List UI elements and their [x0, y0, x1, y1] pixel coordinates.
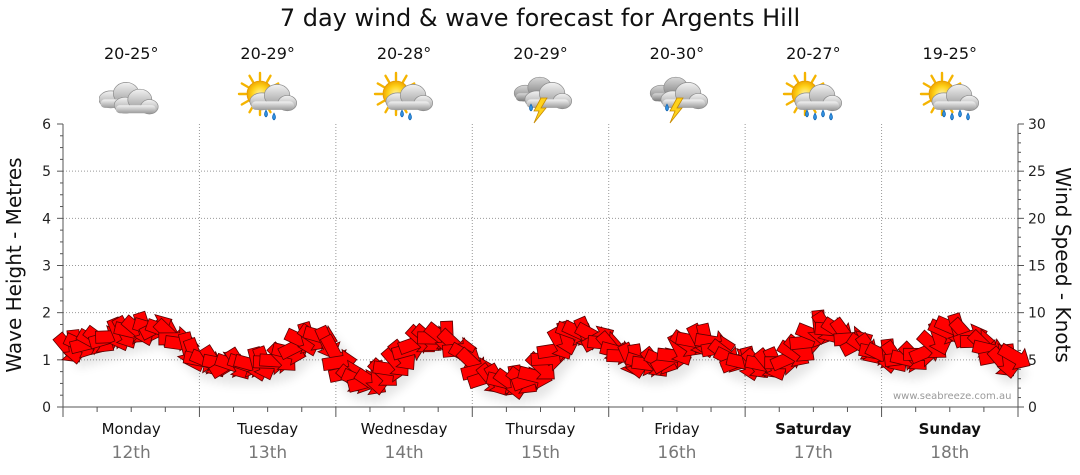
sun-cloud-rain-icon [236, 68, 300, 124]
chart-title: 7 day wind & wave forecast for Argents H… [279, 4, 801, 32]
sun-cloud-heavy-rain-icon [781, 68, 845, 124]
thunderstorm-icon [509, 68, 573, 124]
day-date: 13th [248, 443, 288, 463]
day-name: Tuesday [237, 420, 299, 438]
temperature-range: 20-29° [240, 44, 295, 63]
credit-text: www.seabreeze.com.au [893, 391, 1012, 402]
axes: 0 1 2 3 4 5 6 0 5 10 15 20 25 30 [42, 117, 1046, 417]
y-tick-label-left: 3 [42, 259, 51, 275]
temperature-range: 19-25° [922, 44, 978, 63]
day-date: 14th [384, 443, 424, 463]
y-tick-label-right: 25 [1028, 164, 1046, 180]
y-tick-label-left: 6 [42, 117, 51, 133]
temperature-range: 20-30° [649, 44, 705, 63]
wind-arrow [997, 342, 1031, 370]
sun-cloud-rain-icon [372, 68, 436, 124]
grid [63, 124, 1018, 407]
y-axis-right-label: Wind Speed - Knots [1051, 167, 1075, 363]
thunderstorm-icon [645, 68, 709, 124]
y-tick-label-right: 5 [1028, 353, 1037, 369]
y-tick-label-left: 5 [42, 164, 51, 180]
day-name: Wednesday [360, 420, 448, 438]
day-date: 18th [930, 443, 970, 463]
y-tick-label-right: 10 [1028, 306, 1046, 322]
day-date: 12th [111, 443, 151, 463]
cloudy-icon [98, 68, 163, 124]
day-name: Friday [654, 420, 700, 438]
temperature-range: 20-28° [376, 44, 432, 63]
temperature-range: 20-25° [103, 44, 159, 63]
y-tick-label-left: 4 [42, 211, 51, 227]
day-date: 16th [657, 443, 697, 463]
y-tick-label-left: 1 [42, 353, 51, 369]
day-name: Sunday [918, 420, 981, 438]
sun-cloud-heavy-rain-icon [918, 68, 982, 124]
y-tick-label-right: 20 [1028, 211, 1046, 227]
y-tick-label-left: 2 [42, 306, 51, 322]
day-date: 15th [520, 443, 561, 463]
wind-arrows [52, 309, 1031, 400]
y-tick-label-left: 0 [42, 400, 51, 416]
y-tick-label-right: 0 [1028, 400, 1037, 416]
temperature-range: 20-29° [513, 44, 568, 63]
day-name: Saturday [775, 420, 852, 438]
y-axis-left-label: Wave Height - Metres [2, 157, 26, 373]
y-tick-label-right: 30 [1028, 117, 1046, 133]
y-tick-label-right: 15 [1028, 259, 1046, 275]
temperature-range: 20-27° [786, 44, 841, 63]
day-name: Thursday [505, 420, 576, 438]
day-name: Monday [101, 420, 161, 438]
day-date: 17th [793, 443, 833, 463]
